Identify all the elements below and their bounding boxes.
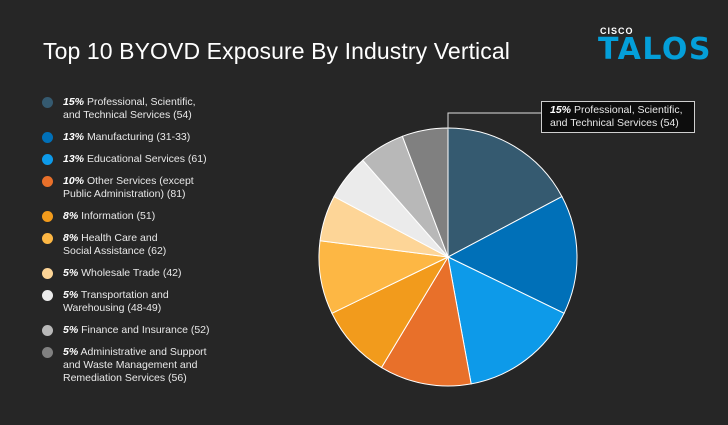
pie-slice[interactable]	[447, 127, 563, 258]
legend-item: 10% Other Services (except Public Adminis…	[42, 175, 277, 201]
legend-label-line1: Health Care and	[81, 232, 158, 244]
pie-slice[interactable]	[446, 195, 578, 314]
legend-item: 5% Finance and Insurance (52)	[42, 324, 277, 337]
legend-swatch	[42, 347, 53, 358]
brand-product: TALOS	[598, 32, 713, 67]
legend-item: 5% Administrative and Support and Waste M…	[42, 346, 277, 385]
legend-item: 5% Wholesale Trade (42)	[42, 267, 277, 280]
legend-label-line2: Warehousing (48-49)	[63, 302, 162, 314]
legend-swatch	[42, 325, 53, 336]
annotation-pct: 15%	[550, 104, 572, 116]
legend-swatch	[42, 233, 53, 244]
legend-item: 5% Transportation and Warehousing (48-49)	[42, 289, 277, 315]
chart-title: Top 10 BYOVD Exposure By Industry Vertic…	[43, 38, 510, 64]
legend-label-line1: Manufacturing (31-33)	[86, 131, 191, 143]
pie-slice[interactable]	[380, 255, 472, 387]
legend-pct: 5%	[63, 324, 79, 336]
legend-pct: 5%	[63, 289, 79, 301]
legend-pct: 5%	[63, 267, 79, 279]
legend-label-line1: Administrative and Support	[80, 346, 207, 358]
legend-pct: 13%	[63, 153, 85, 165]
legend-label-line2: and Waste Management and	[63, 359, 198, 371]
legend-swatch	[42, 176, 53, 187]
legend-item: 8% Information (51)	[42, 210, 277, 223]
legend-swatch	[42, 97, 53, 108]
legend-pct: 13%	[63, 131, 85, 143]
legend-item: 13% Manufacturing (31-33)	[42, 131, 277, 144]
talos-logo: CISCO TALOS	[598, 26, 711, 67]
legend-pct: 5%	[63, 346, 79, 358]
brand-company: CISCO	[600, 26, 634, 36]
legend-swatch	[42, 154, 53, 165]
pie-slice[interactable]	[447, 256, 565, 385]
legend-item: 15% Professional, Scientific, and Technic…	[42, 96, 277, 122]
legend-label-line1: Other Services (except	[86, 175, 194, 187]
legend-swatch	[42, 290, 53, 301]
annotation-line2: and Technical Services (54)	[550, 117, 679, 129]
legend-item: 13% Educational Services (61)	[42, 153, 277, 166]
legend-label-line1: Wholesale Trade (42)	[81, 267, 182, 279]
legend-label-line2: and Technical Services (54)	[63, 109, 192, 121]
chart-legend: 15% Professional, Scientific, and Technic…	[42, 96, 277, 394]
legend-label-line2: Public Administration) (81)	[63, 188, 186, 200]
legend-label-line1: Transportation and	[80, 289, 169, 301]
legend-label-line1: Professional, Scientific,	[86, 96, 196, 108]
legend-pct: 8%	[63, 210, 79, 222]
legend-pct: 8%	[63, 232, 79, 244]
legend-label-line2: Social Assistance (62)	[63, 245, 167, 257]
chart-annotation: 15% Professional, Scientific, and Techni…	[541, 101, 695, 133]
legend-pct: 15%	[63, 96, 85, 108]
legend-swatch	[42, 211, 53, 222]
annotation-leader-line	[447, 112, 541, 130]
legend-item: 8% Health Care and Social Assistance (62)	[42, 232, 277, 258]
annotation-line1: Professional, Scientific,	[573, 104, 683, 116]
legend-pct: 10%	[63, 175, 85, 187]
legend-label-line1: Information (51)	[81, 210, 156, 222]
legend-label-line1: Finance and Insurance (52)	[81, 324, 210, 336]
legend-label-line3: Remediation Services (56)	[63, 372, 187, 384]
legend-swatch	[42, 268, 53, 279]
pie-chart	[318, 112, 578, 387]
legend-label-line1: Educational Services (61)	[86, 153, 207, 165]
legend-swatch	[42, 132, 53, 143]
